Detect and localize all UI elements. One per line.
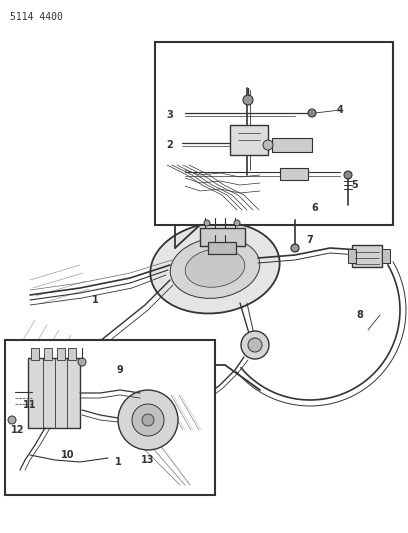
Bar: [28, 358, 80, 428]
Bar: [57, 348, 65, 360]
Text: 12: 12: [11, 425, 25, 435]
Bar: [272, 138, 312, 152]
Circle shape: [308, 109, 316, 117]
Circle shape: [291, 244, 299, 252]
Text: 1: 1: [115, 457, 121, 467]
Bar: [280, 168, 308, 180]
Ellipse shape: [150, 223, 279, 313]
Text: 4: 4: [337, 105, 344, 115]
Bar: [208, 242, 236, 254]
Ellipse shape: [185, 249, 245, 287]
Text: 5114 4400: 5114 4400: [10, 12, 63, 22]
Bar: [230, 125, 268, 155]
Bar: [44, 348, 52, 360]
Circle shape: [142, 414, 154, 426]
Circle shape: [8, 416, 16, 424]
Text: 7: 7: [307, 235, 313, 245]
Text: 9: 9: [117, 365, 123, 375]
Circle shape: [132, 404, 164, 436]
Text: 10: 10: [61, 450, 75, 460]
Circle shape: [118, 390, 178, 450]
Circle shape: [78, 358, 86, 366]
Text: 13: 13: [141, 455, 155, 465]
Circle shape: [263, 140, 273, 150]
Bar: [5, 340, 215, 495]
Text: 3: 3: [166, 110, 173, 120]
Text: 5: 5: [352, 180, 358, 190]
Bar: [31, 348, 39, 360]
Bar: [352, 245, 382, 267]
Bar: [68, 348, 76, 360]
Text: 11: 11: [23, 400, 37, 410]
Ellipse shape: [170, 238, 260, 298]
Circle shape: [344, 171, 352, 179]
Circle shape: [241, 331, 269, 359]
Text: 8: 8: [357, 310, 364, 320]
Bar: [348, 249, 356, 263]
Bar: [382, 249, 390, 263]
Bar: [155, 42, 393, 225]
Text: 6: 6: [312, 203, 318, 213]
Circle shape: [243, 95, 253, 105]
Circle shape: [234, 220, 240, 226]
Bar: [200, 228, 245, 246]
Circle shape: [248, 338, 262, 352]
Text: 1: 1: [92, 295, 98, 305]
Circle shape: [204, 220, 210, 226]
Text: 2: 2: [166, 140, 173, 150]
